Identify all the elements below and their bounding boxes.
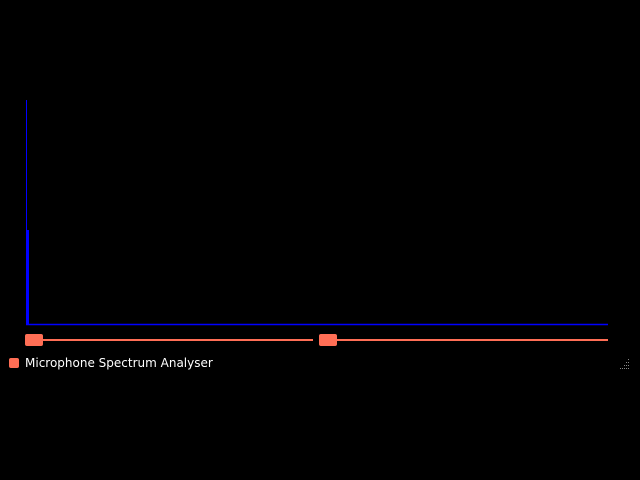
right-slider-thumb[interactable] (318, 334, 337, 346)
title-bar: Microphone Spectrum Analyser (9, 354, 213, 372)
resize-grip-icon[interactable] (618, 358, 632, 372)
left-slider-thumb[interactable] (24, 334, 43, 346)
right-slider-track[interactable] (319, 339, 608, 341)
window-title: Microphone Spectrum Analyser (25, 356, 213, 370)
spectrum-plot (26, 100, 608, 326)
right-slider[interactable] (318, 333, 608, 347)
left-slider-track[interactable] (25, 339, 313, 341)
left-slider[interactable] (24, 333, 313, 347)
app-icon (9, 358, 19, 368)
